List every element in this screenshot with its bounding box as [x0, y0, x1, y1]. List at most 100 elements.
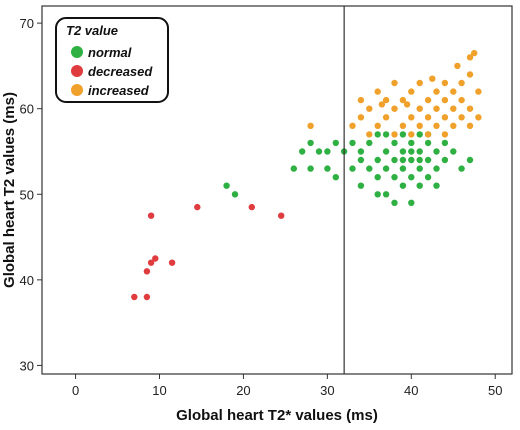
data-point-normal	[382, 131, 390, 138]
legend-marker-normal	[71, 46, 83, 58]
data-point-increased	[399, 96, 407, 104]
data-point-increased	[454, 62, 461, 70]
y-tick-label: 30	[20, 358, 34, 373]
y-tick-label: 50	[20, 187, 34, 202]
data-point-increased	[466, 105, 474, 112]
x-tick-label: 0	[72, 383, 79, 398]
data-point-normal	[416, 148, 423, 155]
data-point-increased	[458, 79, 465, 87]
x-tick-label: 30	[320, 383, 334, 398]
data-point-increased	[391, 131, 398, 138]
data-point-increased	[391, 105, 398, 112]
data-point-normal	[349, 165, 356, 172]
x-axis-ticks: 0 10 20 30 40 50	[72, 374, 502, 398]
legend-box	[55, 17, 169, 103]
data-point-decreased	[147, 212, 155, 219]
data-point-increased	[441, 79, 449, 87]
data-point-increased	[433, 88, 440, 95]
data-point-normal	[466, 156, 474, 164]
data-point-increased	[382, 96, 390, 104]
legend-marker-decreased	[71, 65, 83, 77]
data-point-increased	[399, 122, 407, 129]
data-point-normal	[441, 156, 449, 164]
data-point-normal	[399, 156, 407, 164]
legend-label-normal: normal	[88, 45, 132, 60]
data-point-increased	[475, 114, 482, 121]
data-point-normal	[408, 139, 415, 147]
data-point-normal	[391, 156, 398, 164]
data-point-decreased	[194, 203, 201, 211]
x-axis-title: Global heart T2* values (ms)	[176, 407, 378, 424]
data-point-decreased	[248, 203, 255, 211]
data-point-normal	[332, 139, 339, 147]
data-point-increased	[471, 49, 478, 57]
data-point-increased	[424, 114, 432, 121]
data-point-increased	[450, 88, 457, 95]
data-point-increased	[433, 122, 440, 129]
data-point-normal	[391, 139, 398, 147]
data-point-normal	[349, 139, 356, 147]
data-point-increased	[374, 88, 381, 95]
data-point-increased	[433, 105, 440, 112]
data-point-normal	[332, 174, 339, 181]
data-point-normal	[374, 191, 381, 198]
y-tick-label: 60	[20, 102, 34, 117]
data-point-increased	[408, 88, 415, 95]
data-point-normal	[433, 182, 440, 189]
data-point-normal	[408, 148, 415, 155]
data-point-normal	[391, 199, 398, 206]
data-point-normal	[450, 148, 457, 155]
data-point-increased	[441, 114, 449, 121]
legend-title: T2 value	[66, 23, 118, 38]
data-point-increased	[391, 79, 398, 87]
y-axis-title: Global heart T2 values (ms)	[1, 92, 18, 288]
data-point-normal	[399, 148, 407, 155]
y-tick-label: 40	[20, 273, 34, 288]
data-point-normal	[307, 165, 314, 172]
data-point-increased	[424, 131, 432, 138]
data-point-normal	[357, 156, 365, 164]
data-point-normal	[231, 191, 239, 198]
points-layer	[131, 49, 482, 301]
data-point-increased	[408, 114, 415, 121]
data-point-normal	[399, 165, 407, 172]
data-point-normal	[315, 148, 323, 155]
data-point-increased	[382, 114, 390, 121]
data-point-increased	[378, 101, 386, 108]
data-point-normal	[290, 165, 297, 172]
x-tick-label: 20	[236, 383, 250, 398]
data-point-normal	[416, 131, 423, 138]
data-point-normal	[391, 174, 398, 181]
legend-label-increased: increased	[88, 83, 150, 98]
data-point-increased	[466, 122, 474, 129]
data-point-increased	[458, 96, 465, 104]
data-point-increased	[441, 96, 449, 104]
data-point-normal	[382, 148, 390, 155]
x-tick-label: 40	[404, 383, 418, 398]
data-point-normal	[441, 139, 449, 147]
x-tick-label: 50	[488, 383, 502, 398]
data-point-increased	[450, 122, 457, 129]
data-point-normal	[416, 165, 423, 172]
data-point-decreased	[143, 293, 151, 301]
data-point-normal	[299, 148, 306, 155]
data-point-increased	[357, 114, 365, 121]
data-point-increased	[416, 79, 423, 87]
data-point-increased	[450, 105, 457, 112]
data-point-increased	[416, 122, 423, 129]
data-point-increased	[416, 105, 423, 112]
data-point-normal	[324, 148, 331, 155]
data-point-normal	[374, 131, 381, 138]
data-point-normal	[357, 182, 365, 189]
data-point-normal	[382, 165, 390, 172]
data-point-normal	[399, 182, 407, 189]
data-point-increased	[349, 122, 356, 129]
data-point-normal	[408, 174, 415, 181]
plot-frame	[41, 5, 513, 375]
data-point-normal	[458, 165, 465, 172]
data-point-decreased	[278, 212, 285, 219]
data-point-normal	[324, 165, 331, 172]
data-point-normal	[366, 139, 373, 147]
legend-label-decreased: decreased	[88, 64, 153, 79]
